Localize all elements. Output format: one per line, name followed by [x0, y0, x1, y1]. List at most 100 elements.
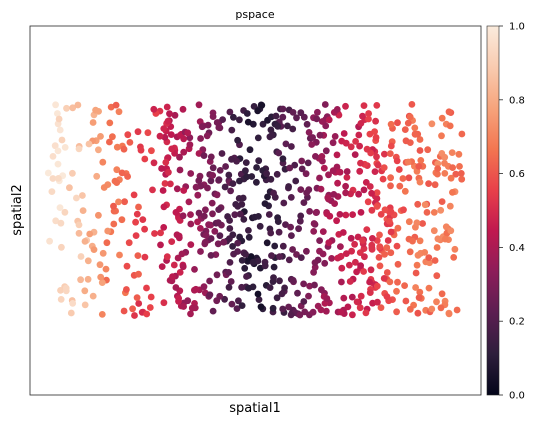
scatter-point [424, 146, 432, 154]
scatter-point [366, 183, 374, 190]
scatter-point [236, 210, 244, 218]
scatter-point [74, 101, 82, 109]
scatter-point [242, 251, 250, 258]
scatter-point [428, 120, 436, 128]
scatter-point [121, 198, 128, 206]
scatter-point [320, 164, 328, 172]
scatter-point [238, 283, 246, 291]
scatter-point [222, 163, 230, 170]
scatter-point [156, 132, 164, 140]
scatter-point [381, 251, 388, 258]
scatter-point [66, 184, 73, 192]
scatter-point [312, 209, 320, 217]
scatter-point [244, 118, 252, 126]
scatter-point [431, 181, 439, 189]
scatter-point [85, 140, 93, 148]
scatter-point [411, 131, 419, 138]
scatter-point [414, 251, 422, 259]
scatter-point [180, 135, 188, 143]
scatter-point [357, 159, 364, 167]
scatter-point [248, 173, 256, 180]
scatter-point [254, 134, 262, 142]
scatter-point [357, 262, 364, 269]
scatter-point [246, 146, 254, 154]
scatter-point [233, 157, 241, 165]
scatter-point [254, 107, 262, 115]
scatter-point [194, 191, 202, 199]
scatter-point [414, 200, 422, 208]
scatter-point [197, 135, 205, 142]
scatter-point [120, 307, 128, 315]
scatter-point [394, 119, 401, 127]
scatter-point [329, 139, 337, 147]
scatter-point [331, 200, 338, 208]
scatter-point [434, 160, 442, 168]
scatter-point [417, 157, 425, 164]
scatter-point [381, 206, 389, 214]
scatter-point [316, 131, 324, 139]
scatter-point [428, 305, 436, 313]
scatter-point [380, 275, 388, 282]
scatter-point [285, 256, 293, 264]
scatter-point [406, 113, 414, 121]
scatter-point [458, 130, 466, 138]
scatter-point [162, 159, 170, 166]
scatter-point [273, 294, 281, 302]
scatter-point [229, 180, 237, 188]
scatter-point [446, 122, 454, 130]
scatter-point [340, 130, 348, 137]
scatter-point [130, 191, 138, 199]
scatter-points [44, 101, 466, 319]
scatter-point [366, 278, 373, 286]
scatter-point [364, 198, 372, 206]
scatter-point [172, 209, 180, 216]
scatter-point [131, 312, 138, 319]
scatter-point [449, 164, 456, 172]
scatter-point [52, 101, 59, 109]
scatter-point [337, 308, 345, 316]
scatter-point [158, 263, 166, 270]
scatter-point [207, 252, 215, 259]
scatter-point [97, 133, 104, 140]
scatter-point [69, 300, 77, 307]
scatter-point [387, 174, 394, 182]
scatter-point [386, 278, 394, 286]
scatter-point [243, 173, 251, 181]
scatter-point [368, 206, 376, 214]
scatter-point [304, 159, 312, 167]
scatter-point [209, 210, 216, 218]
scatter-point [360, 268, 367, 275]
scatter-point [230, 250, 238, 258]
scatter-point [238, 302, 246, 309]
scatter-point [437, 304, 445, 312]
scatter-point [369, 235, 376, 242]
scatter-point [55, 175, 62, 182]
scatter-point [319, 250, 327, 258]
scatter-point [75, 221, 83, 229]
scatter-point [51, 142, 59, 150]
scatter-point [184, 129, 192, 137]
scatter-point [113, 166, 121, 174]
scatter-point [253, 164, 260, 171]
scatter-point [441, 153, 449, 161]
scatter-point [240, 216, 248, 223]
scatter-point [49, 153, 57, 160]
scatter-point [180, 303, 188, 310]
scatter-point [438, 198, 446, 206]
scatter-point [52, 217, 60, 225]
plot-frame [29, 25, 482, 396]
scatter-point [255, 213, 262, 220]
scatter-point [164, 117, 172, 125]
scatter-point [363, 226, 371, 234]
scatter-point [336, 211, 344, 218]
scatter-point [282, 140, 290, 148]
scatter-point [305, 292, 312, 300]
scatter-point [221, 295, 229, 303]
scatter-point [180, 187, 188, 194]
scatter-point [430, 227, 438, 235]
scatter-point [458, 175, 466, 183]
scatter-point [442, 223, 450, 231]
scatter-point [187, 220, 195, 228]
scatter-point [54, 147, 62, 155]
scatter-point [96, 261, 104, 269]
